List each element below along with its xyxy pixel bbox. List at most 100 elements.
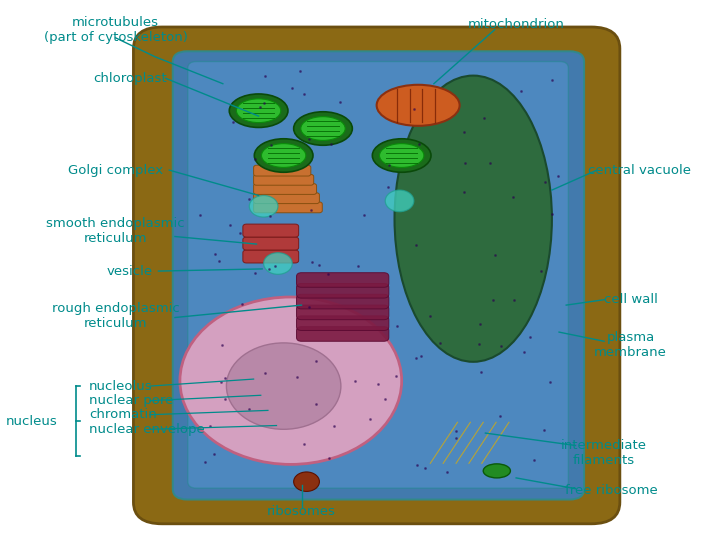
Circle shape <box>385 190 414 212</box>
Point <box>490 251 501 260</box>
Point <box>458 187 469 196</box>
Ellipse shape <box>377 85 459 126</box>
FancyBboxPatch shape <box>188 62 568 488</box>
Point <box>523 332 535 341</box>
Point <box>384 161 395 170</box>
Point <box>258 98 270 107</box>
Point <box>287 84 298 92</box>
Point <box>243 404 254 413</box>
Circle shape <box>226 343 341 429</box>
FancyBboxPatch shape <box>253 202 323 213</box>
Text: nuclear envelope: nuclear envelope <box>89 423 204 436</box>
Point <box>459 159 471 167</box>
Point <box>323 454 334 463</box>
Point <box>215 378 227 387</box>
Point <box>518 347 530 356</box>
Point <box>495 411 506 420</box>
FancyBboxPatch shape <box>253 193 320 204</box>
Point <box>411 461 423 469</box>
Text: free ribosome: free ribosome <box>565 484 657 497</box>
Point <box>269 262 281 271</box>
Point <box>329 422 341 430</box>
FancyBboxPatch shape <box>253 174 314 185</box>
Point <box>539 426 550 434</box>
FancyBboxPatch shape <box>297 294 389 309</box>
Point <box>410 240 422 249</box>
Point <box>382 183 393 191</box>
Point <box>353 261 364 270</box>
Point <box>364 414 376 423</box>
Text: rough endoplasmic
reticulum: rough endoplasmic reticulum <box>52 302 179 330</box>
Point <box>485 158 496 167</box>
Ellipse shape <box>261 144 306 167</box>
Point <box>306 258 318 267</box>
Point <box>234 228 246 237</box>
Point <box>528 456 540 464</box>
Point <box>259 369 271 377</box>
Point <box>359 211 370 220</box>
Text: Golgi complex: Golgi complex <box>68 164 163 177</box>
Point <box>496 342 508 350</box>
Ellipse shape <box>395 76 552 362</box>
FancyBboxPatch shape <box>133 27 620 524</box>
FancyBboxPatch shape <box>253 184 317 194</box>
Point <box>415 352 427 361</box>
Circle shape <box>294 472 320 491</box>
Text: intermediate
filaments: intermediate filaments <box>561 438 647 467</box>
Point <box>209 249 220 258</box>
Point <box>373 380 384 388</box>
Point <box>298 439 310 448</box>
Point <box>546 210 557 218</box>
Circle shape <box>249 195 278 217</box>
Ellipse shape <box>229 94 288 127</box>
Point <box>458 128 469 137</box>
Text: vesicle: vesicle <box>107 265 153 278</box>
Point <box>265 141 276 150</box>
Point <box>237 300 248 308</box>
Text: ribosomes: ribosomes <box>267 505 336 518</box>
Point <box>433 338 445 347</box>
FancyBboxPatch shape <box>297 327 389 341</box>
Point <box>451 427 462 435</box>
Point <box>220 373 231 382</box>
Point <box>350 377 361 386</box>
Point <box>249 268 261 277</box>
Point <box>216 340 228 349</box>
Point <box>390 372 402 380</box>
Point <box>305 206 317 215</box>
Text: cell wall: cell wall <box>603 293 657 306</box>
Point <box>213 256 225 265</box>
Point <box>228 118 239 126</box>
Text: nuclear pore: nuclear pore <box>89 394 174 407</box>
Point <box>249 154 261 163</box>
Point <box>539 178 550 187</box>
Ellipse shape <box>254 139 313 172</box>
Point <box>334 98 346 107</box>
FancyBboxPatch shape <box>243 250 299 263</box>
FancyBboxPatch shape <box>173 51 584 500</box>
Point <box>414 139 426 148</box>
Point <box>420 464 431 472</box>
Ellipse shape <box>372 139 431 172</box>
Point <box>450 434 462 442</box>
Point <box>303 302 315 311</box>
Ellipse shape <box>483 464 510 478</box>
Point <box>507 193 518 201</box>
FancyBboxPatch shape <box>297 305 389 320</box>
Circle shape <box>264 253 292 274</box>
Point <box>487 295 498 304</box>
Point <box>325 139 337 148</box>
Ellipse shape <box>294 112 352 145</box>
Point <box>312 261 324 269</box>
Point <box>508 295 520 304</box>
Point <box>516 86 527 95</box>
Ellipse shape <box>379 144 424 167</box>
FancyBboxPatch shape <box>243 224 299 237</box>
Point <box>194 211 206 220</box>
Point <box>546 76 557 85</box>
Point <box>311 399 323 408</box>
Point <box>264 211 276 220</box>
Point <box>379 394 391 403</box>
Point <box>219 394 230 403</box>
Point <box>410 354 422 363</box>
